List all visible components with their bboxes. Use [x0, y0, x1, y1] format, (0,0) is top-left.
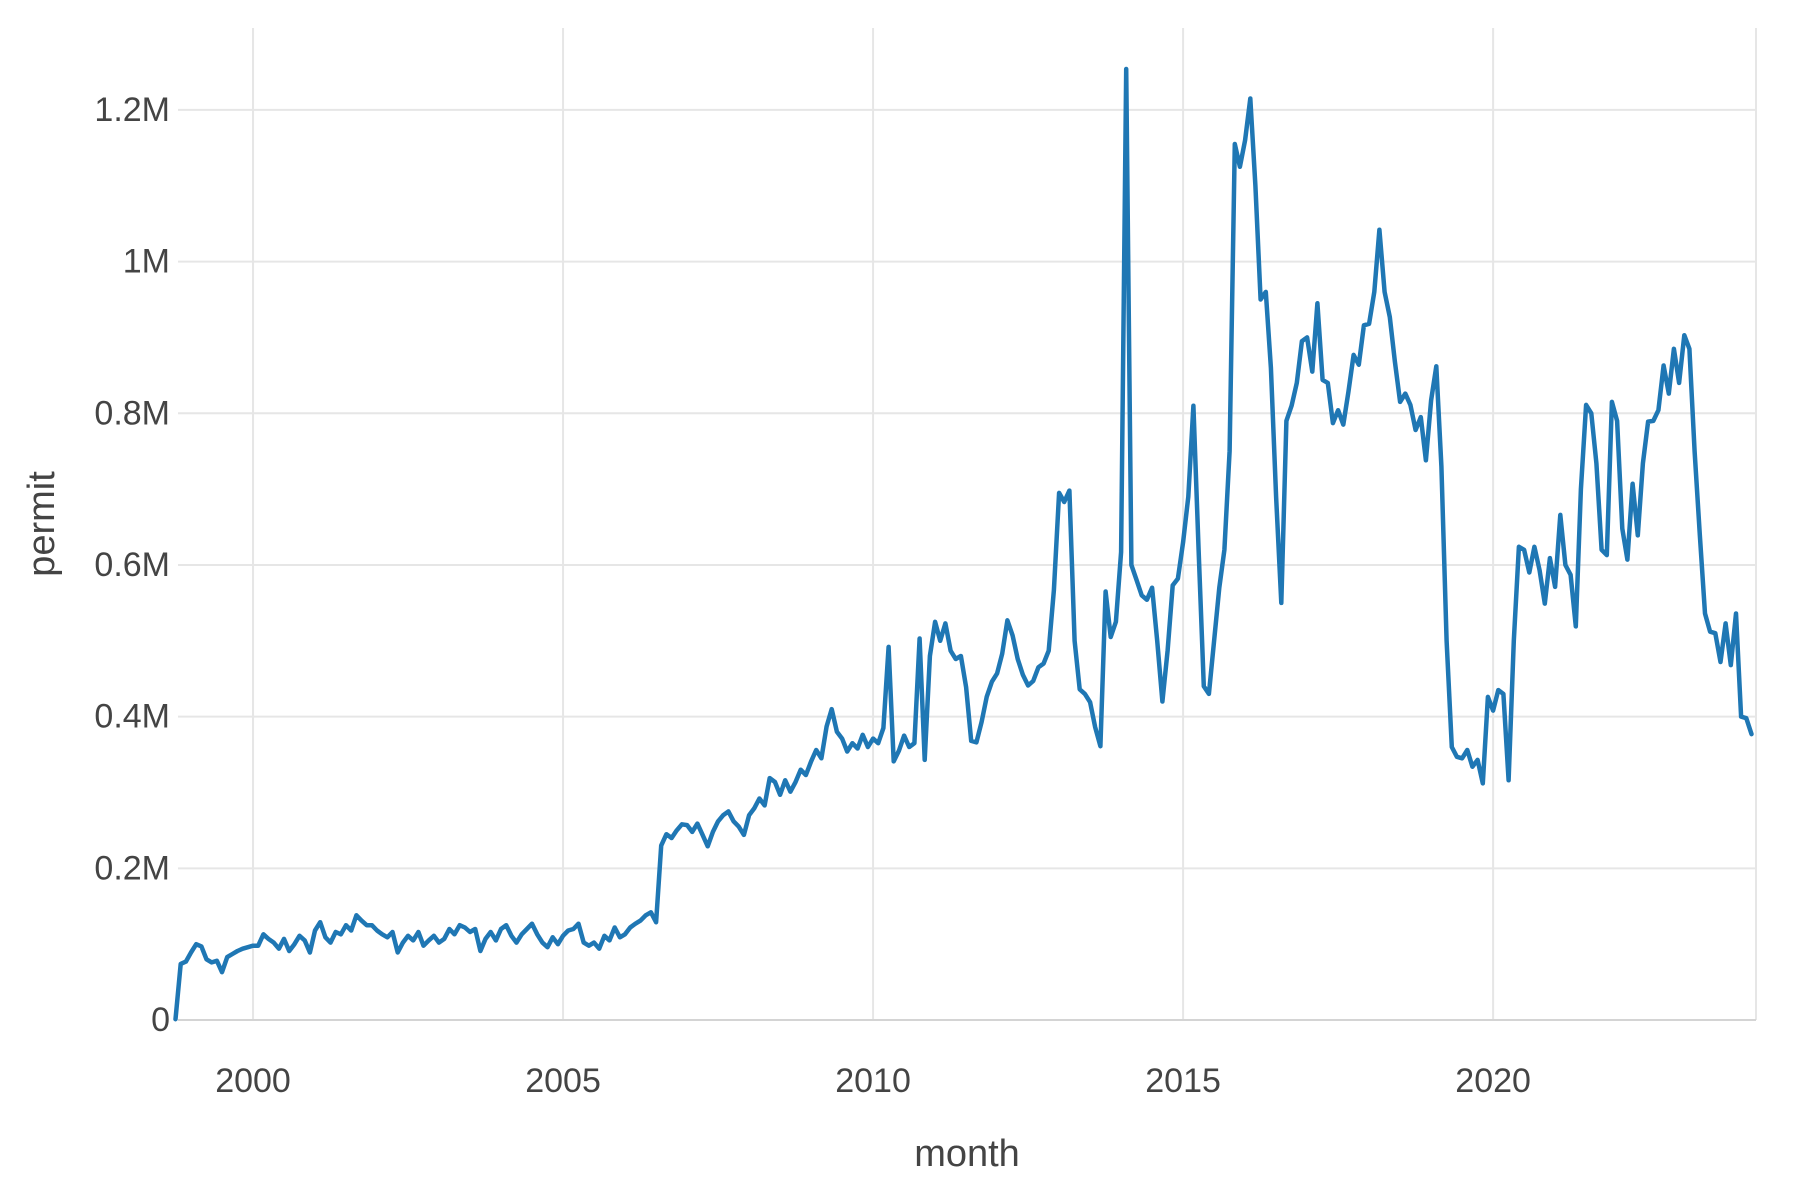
y-tick-label: 0.8M	[94, 394, 170, 432]
permit-series-line	[173, 66, 1754, 1022]
series-lines	[173, 66, 1754, 1022]
x-axis-tick-labels: 2000 2005 2010 2015 2020	[215, 1062, 1531, 1100]
y-tick-label: 0.2M	[94, 849, 170, 887]
y-tick-label: 0	[151, 1001, 170, 1039]
x-tick-label: 2015	[1145, 1062, 1221, 1100]
x-axis-title: month	[914, 1133, 1020, 1175]
y-tick-label: 1M	[123, 243, 170, 281]
y-axis-tick-labels: 0 0.2M 0.4M 0.6M 0.8M 1M 1.2M	[94, 91, 170, 1039]
x-tick-label: 2005	[525, 1062, 601, 1100]
x-tick-label: 2020	[1455, 1062, 1531, 1100]
x-tick-label: 2010	[835, 1062, 911, 1100]
y-tick-label: 1.2M	[94, 91, 170, 129]
x-tick-label: 2000	[215, 1062, 291, 1100]
y-tick-label: 0.4M	[94, 698, 170, 736]
y-axis-title: permit	[21, 471, 63, 577]
y-tick-label: 0.6M	[94, 546, 170, 584]
